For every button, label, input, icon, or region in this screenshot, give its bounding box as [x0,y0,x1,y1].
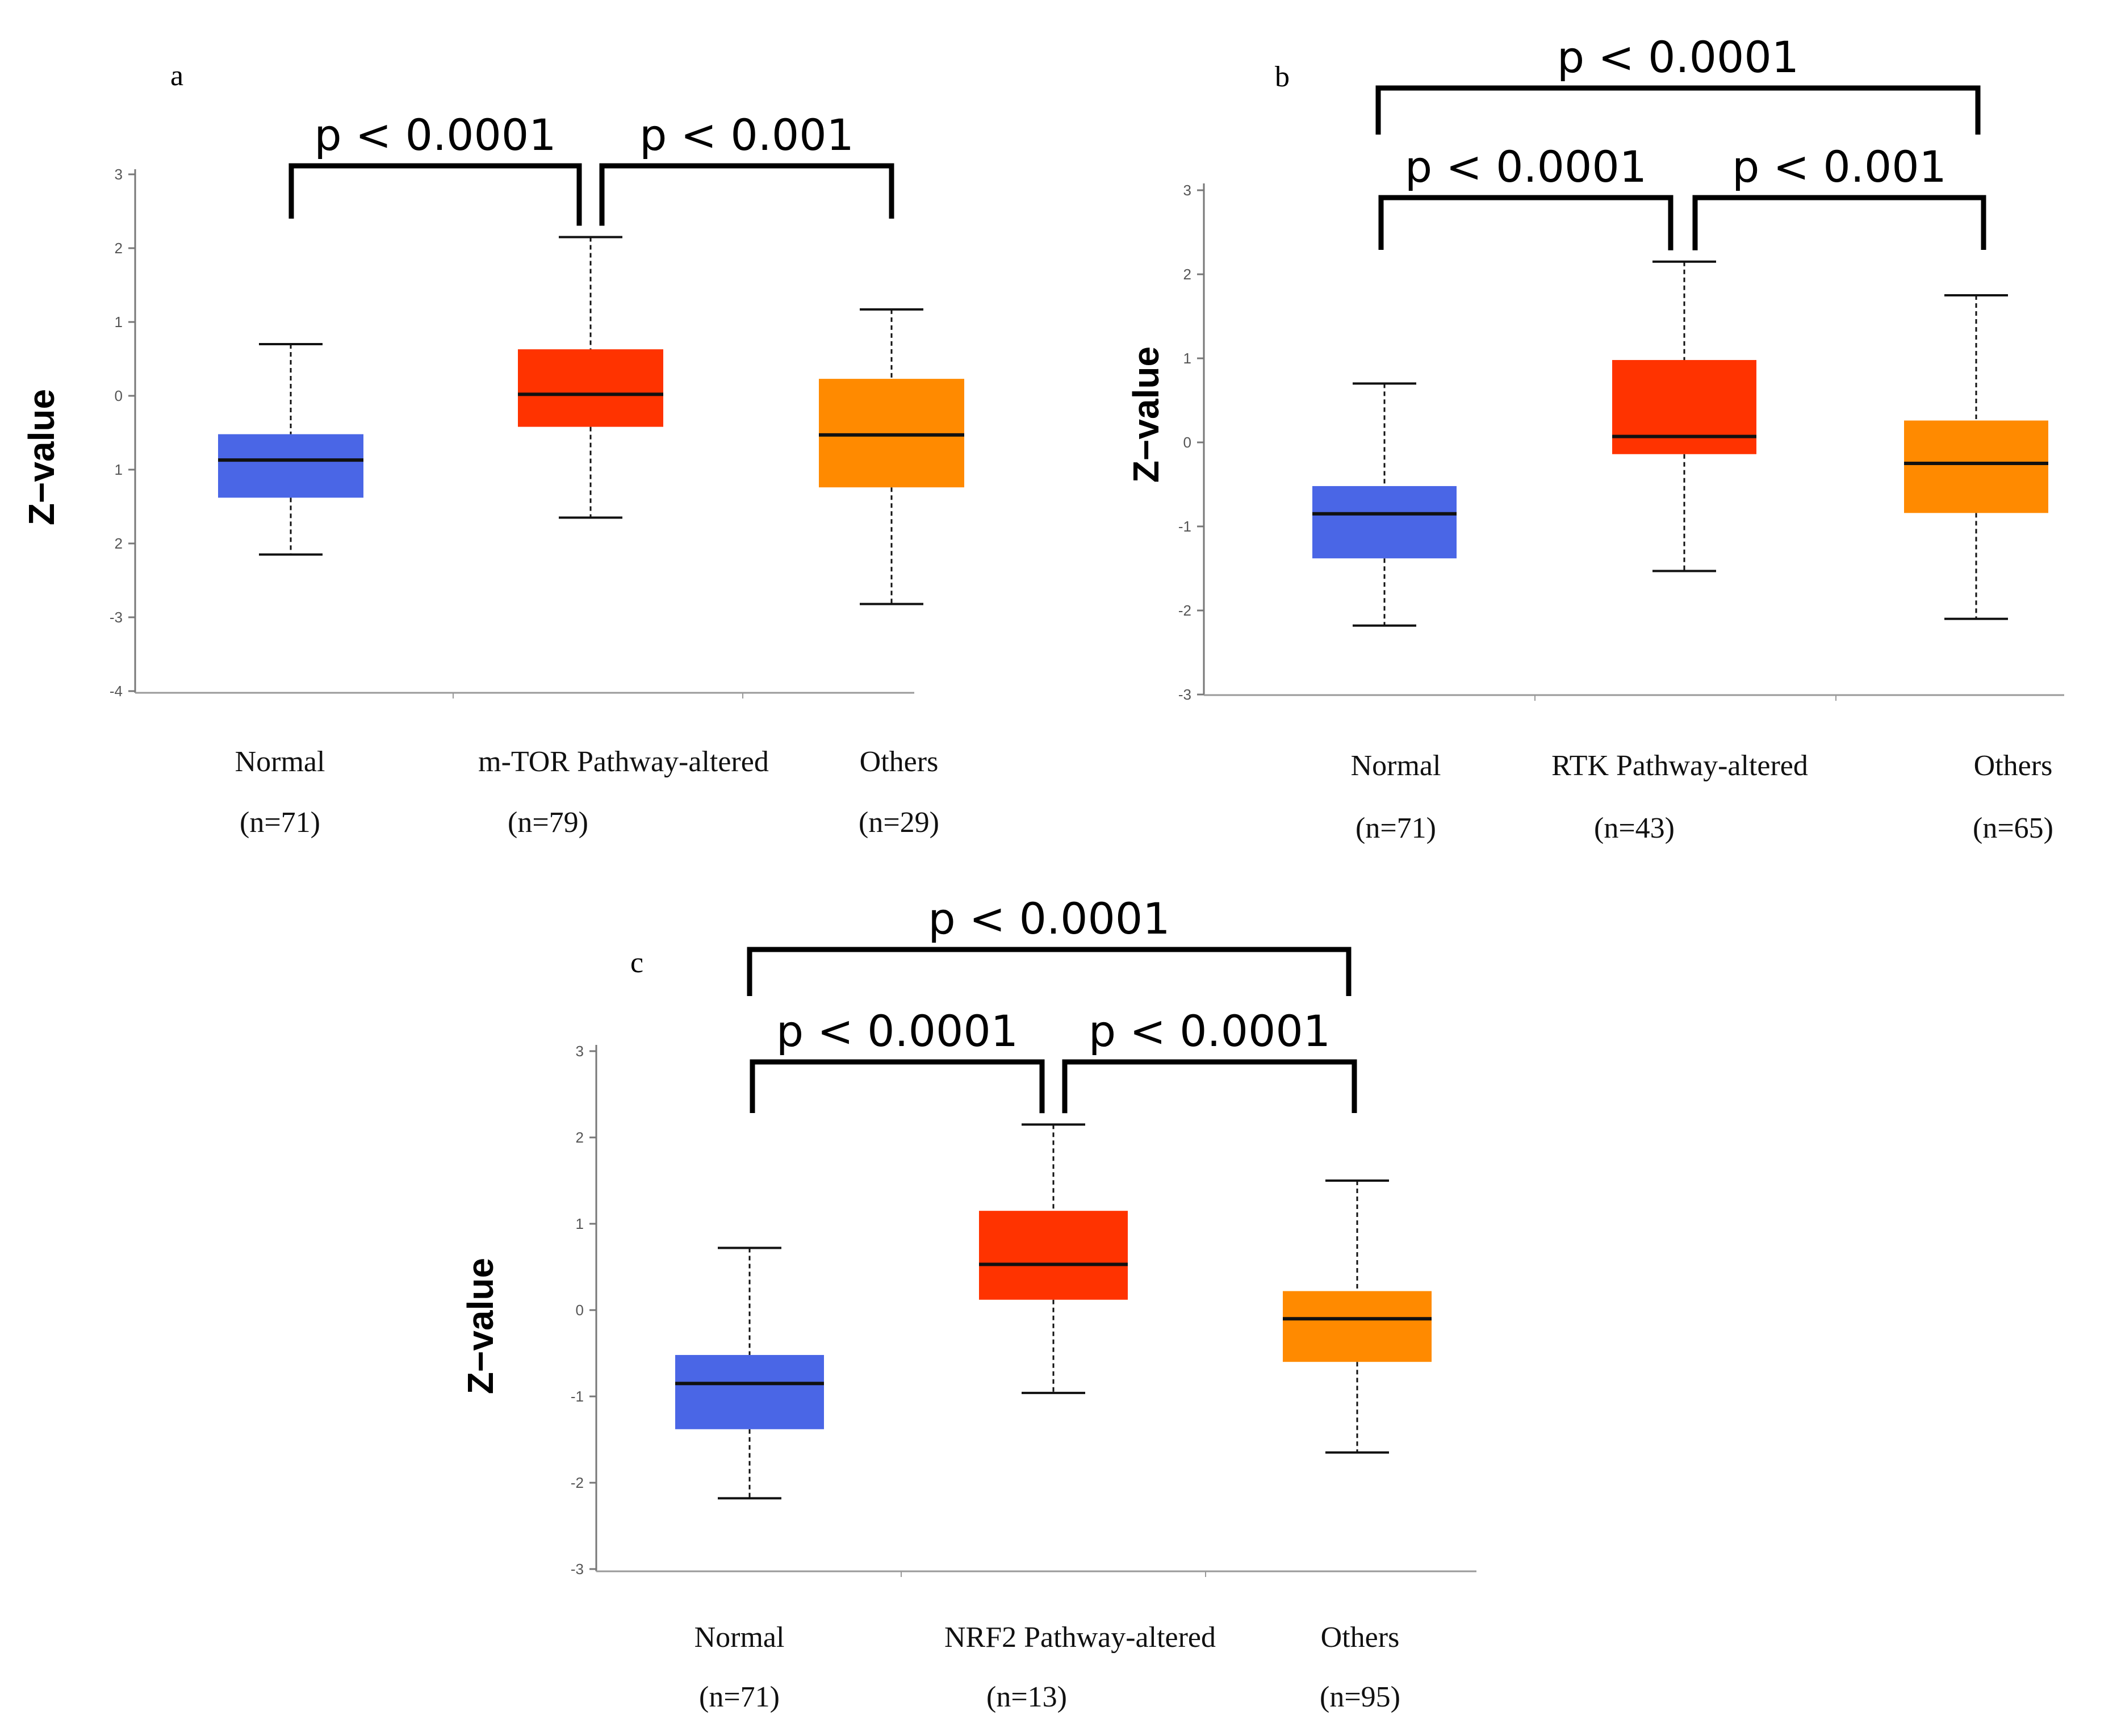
category-label: RTK Pathway-altered [1551,750,1808,782]
box-rtk-pathway-altered [1612,359,1756,454]
y-tick-label: -3 [571,1561,584,1578]
y-tick-label: 1 [576,1215,584,1232]
y-tick-label: 0 [576,1302,584,1319]
p-value-label: p < 0.0001 [1557,32,1799,82]
y-tick-label: -2 [1178,602,1191,619]
p-value-label: p < 0.0001 [314,110,556,160]
p-value-label: p < 0.001 [639,110,854,160]
significance-bracket [1062,1059,1357,1114]
panel-a: a 3 2 1 0 1 2 -3 -4 Z−value Normal (n=71) m-TOR Path… [21,60,964,839]
box-normal [1312,486,1457,559]
y-tick-label: 3 [115,166,123,183]
box-others [819,379,964,488]
y-tick-label: -2 [571,1474,584,1491]
y-tick-label: 2 [1183,266,1191,283]
panel-letter: b [1275,61,1290,93]
box-others [1904,420,2048,513]
count-label: (n=95) [1320,1681,1400,1713]
y-tick-label: -1 [571,1388,584,1405]
y-tick-label: -3 [1178,686,1191,703]
significance-bracket [288,163,582,226]
y-tick-label: 0 [1183,434,1191,451]
y-tick-label: 2 [576,1129,584,1146]
count-label: (n=13) [986,1681,1067,1713]
y-axis-label: Z−value [21,389,62,525]
category-label: Others [1974,750,2053,782]
p-value-label: p < 0.001 [1732,141,1947,192]
p-value-label: p < 0.0001 [776,1006,1018,1056]
y-tick-label: 2 [115,240,123,257]
panel-b: b 3 2 1 0 -1 -2 -3 Z−value Normal (n=71) RTK Pathwa… [1126,32,2064,844]
count-label: (n=71) [1355,812,1436,844]
significance-bracket [750,1059,1045,1114]
box-others [1283,1291,1432,1362]
significance-bracket [1378,195,1673,250]
y-tick-label: 3 [1183,182,1191,199]
category-label: Normal [694,1621,785,1654]
y-axis-label: Z−value [1126,346,1166,483]
y-tick-label: 1 [115,461,123,478]
category-label: Normal [1351,750,1441,782]
p-value-label: p < 0.0001 [928,893,1170,944]
category-label: Others [1321,1621,1400,1654]
y-axis-label: Z−value [460,1258,501,1394]
category-label: Others [860,746,939,778]
category-label: Normal [235,746,325,778]
box-normal [218,434,363,498]
box-normal [675,1355,824,1429]
box-m-tor-pathway-altered [518,349,663,427]
category-label: m-TOR Pathway-altered [478,746,769,778]
y-tick-label: -1 [1178,518,1191,535]
panel-letter: c [630,947,643,979]
y-tick-label: 1 [115,313,123,331]
count-label: (n=71) [240,806,320,839]
y-tick-label: 1 [1183,350,1191,367]
y-tick-label: 2 [115,535,123,552]
significance-bracket [599,163,894,226]
panel-c: c 3 2 1 0 -1 -2 -3 Z−value Normal (n=71) NRF2 Pathw… [460,893,1476,1713]
count-label: (n=29) [859,806,939,839]
p-value-label: p < 0.0001 [1089,1006,1331,1056]
y-tick-label: 3 [576,1043,584,1060]
significance-bracket [1692,195,1986,250]
p-value-label: p < 0.0001 [1405,141,1647,192]
y-tick-label: 0 [115,387,123,404]
significance-bracket [1375,85,1981,135]
y-tick-label: -3 [110,609,123,626]
significance-bracket [747,947,1352,996]
count-label: (n=65) [1973,812,2053,844]
category-label: NRF2 Pathway-altered [944,1621,1216,1654]
count-label: (n=43) [1594,812,1675,844]
count-label: (n=79) [508,806,588,839]
box-nrf2-pathway-altered [979,1211,1128,1300]
y-tick-label: -4 [110,683,123,700]
count-label: (n=71) [699,1681,780,1713]
panel-letter: a [170,60,183,92]
